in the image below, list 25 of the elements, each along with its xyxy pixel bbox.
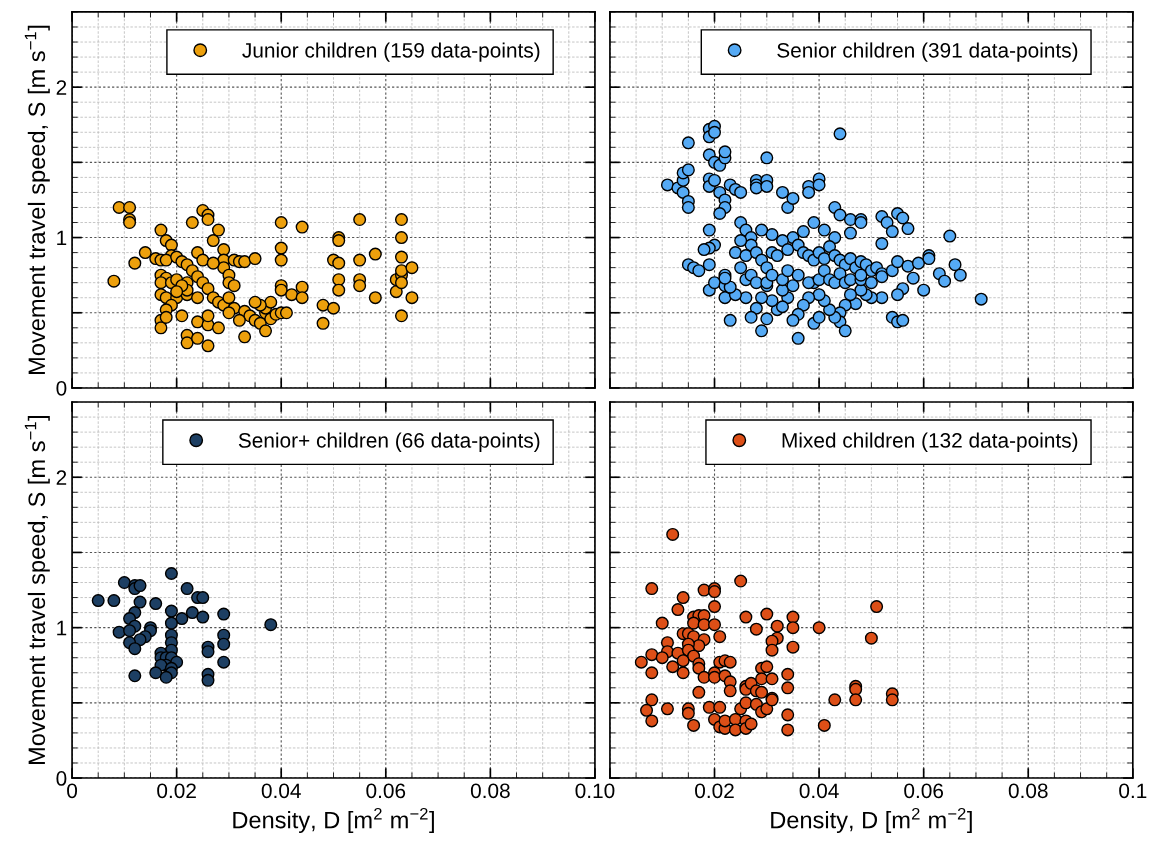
- x-axis-title: Density, D [m$^{2}$ m$^{−2}$]: [771, 807, 972, 834]
- y-tick-label: 0: [56, 771, 67, 786]
- x-tick-label: 0.04: [261, 783, 301, 799]
- x-tick-label: 0.04: [799, 783, 839, 799]
- x-tick-label: 0.06: [904, 783, 944, 799]
- y-tick-label: 0: [56, 380, 67, 396]
- x-tick-label: 0.08: [1008, 783, 1048, 799]
- legend-label: Senior children (391 data-points): [777, 42, 1078, 62]
- y-axis-title: Movement travel speed, S [m s$^{−1}$]: [24, 25, 50, 374]
- x-tick-label: 0.08: [470, 783, 510, 799]
- y-tick-label: 2: [56, 80, 67, 95]
- x-tick-label: 0.02: [695, 783, 734, 799]
- x-tick-label: 0: [67, 783, 78, 799]
- y-tick-label: 2: [56, 470, 67, 485]
- legend-label: Senior+ children (66 data-points): [238, 432, 540, 452]
- x-tick-label: 0.1: [1119, 783, 1147, 799]
- x-tick-label: 0.06: [366, 783, 406, 799]
- y-tick-label: 1: [57, 230, 67, 246]
- legend-label: Mixed children (132 data-points): [782, 432, 1078, 452]
- y-axis-title: Movement travel speed, S [m s$^{−1}$]: [24, 415, 50, 764]
- x-axis-title: Density, D [m$^{2}$ m$^{−2}$]: [233, 807, 434, 834]
- legend-label: Junior children (159 data-points): [242, 42, 540, 62]
- x-tick-label: 0.10: [575, 783, 615, 799]
- y-tick-label: 1: [57, 620, 67, 636]
- x-tick-label: 0.02: [157, 783, 196, 799]
